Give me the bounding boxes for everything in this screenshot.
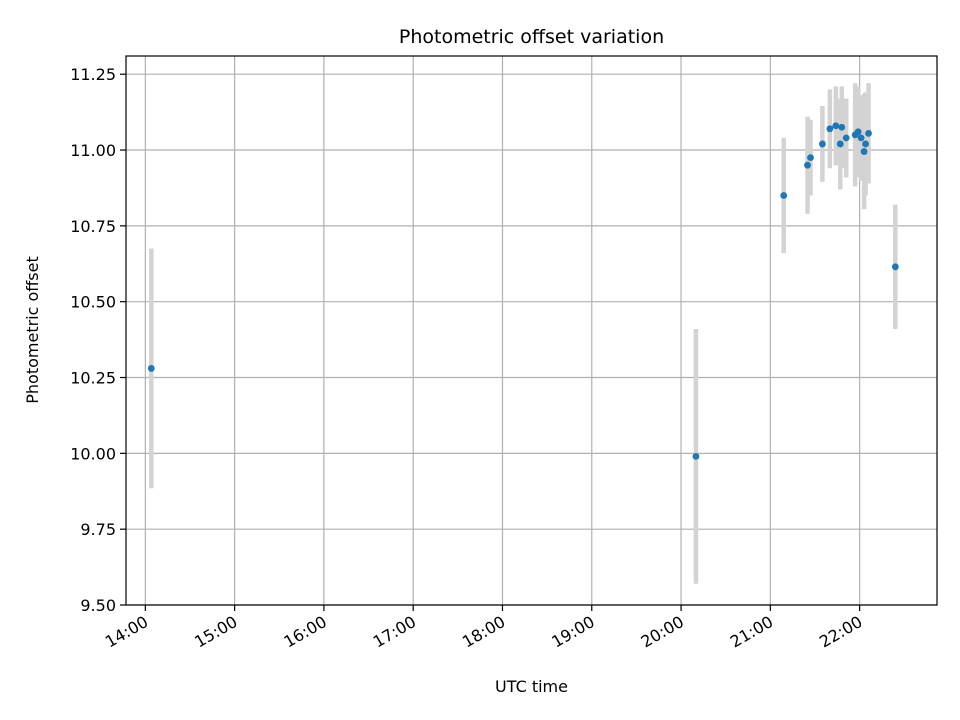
x-axis-label: UTC time <box>495 677 568 696</box>
data-point <box>857 134 865 142</box>
data-point <box>891 263 899 271</box>
y-tick-label: 10.50 <box>70 293 116 312</box>
data-point <box>842 134 850 142</box>
y-tick-label: 10.25 <box>70 369 116 388</box>
data-point <box>860 148 868 155</box>
data-point <box>854 128 862 136</box>
y-tick-label: 9.50 <box>80 596 116 615</box>
y-tick-label: 9.75 <box>80 520 116 539</box>
data-point <box>826 125 834 133</box>
chart-title: Photometric offset variation <box>399 26 664 48</box>
data-points <box>147 122 899 460</box>
y-axis-ticks: 9.50 9.75 10.00 10.25 10.50 10.75 11.00 11.25 <box>70 65 126 615</box>
y-tick-label: 10.00 <box>70 444 116 463</box>
data-point <box>865 129 872 137</box>
data-point <box>836 140 844 148</box>
y-tick-label: 11.25 <box>70 65 116 84</box>
y-axis-label: Photometric offset <box>23 256 42 404</box>
data-point <box>692 452 700 460</box>
grid <box>126 56 937 606</box>
y-tick-label: 10.75 <box>70 217 116 236</box>
data-point <box>780 192 788 199</box>
data-point <box>147 365 155 372</box>
data-point <box>832 122 840 130</box>
data-point <box>862 140 869 148</box>
data-point <box>804 161 811 169</box>
y-tick-label: 11.00 <box>70 141 116 160</box>
data-point <box>819 140 826 148</box>
data-point <box>807 154 814 162</box>
data-point <box>838 123 846 131</box>
plot-frame <box>125 55 938 606</box>
